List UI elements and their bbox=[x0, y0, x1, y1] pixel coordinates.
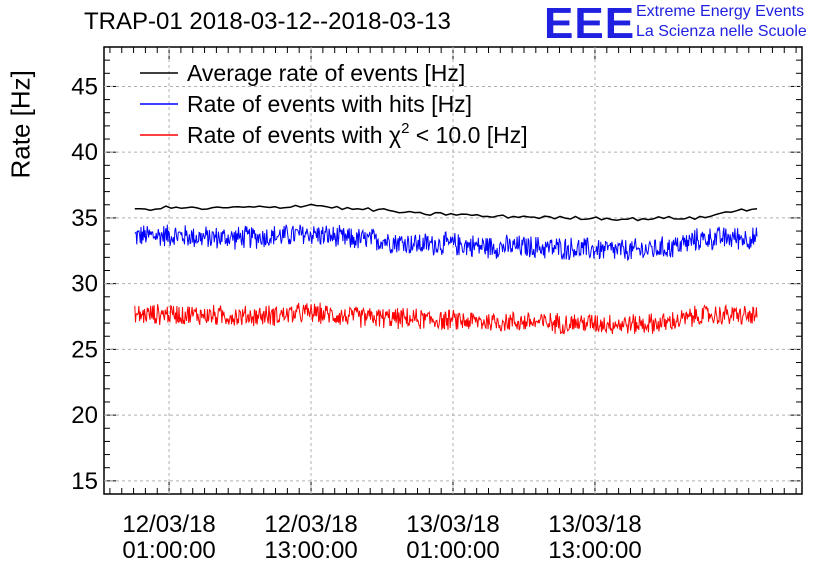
x-tick-label-date: 13/03/18 bbox=[548, 511, 641, 538]
logo-line-2: La Scienza nelle Scuole bbox=[636, 23, 807, 40]
y-tick-label: 45 bbox=[71, 73, 98, 100]
eee-logo: EEE bbox=[544, 0, 636, 48]
series-line-0 bbox=[134, 203, 758, 222]
y-tick-label: 35 bbox=[71, 205, 98, 232]
x-tick-label-time: 13:00:00 bbox=[264, 537, 357, 564]
y-tick-label: 20 bbox=[71, 402, 98, 429]
series-line-2 bbox=[134, 302, 758, 335]
legend-label: Rate of events with χ2 < 10.0 [Hz] bbox=[187, 120, 528, 148]
y-tick-label: 30 bbox=[71, 271, 98, 298]
logo-line-1: Extreme Energy Events bbox=[636, 3, 805, 20]
x-tick-label-time: 01:00:00 bbox=[122, 537, 215, 564]
x-tick-label-date: 12/03/18 bbox=[264, 511, 357, 538]
x-tick-label-time: 13:00:00 bbox=[548, 537, 641, 564]
y-tick-label: 15 bbox=[71, 468, 98, 495]
x-tick-label-time: 01:00:00 bbox=[406, 537, 499, 564]
y-tick-label: 25 bbox=[71, 336, 98, 363]
x-tick-label-date: 12/03/18 bbox=[122, 511, 215, 538]
legend-label: Rate of events with hits [Hz] bbox=[187, 91, 472, 117]
y-axis-label: Rate [Hz] bbox=[5, 70, 36, 179]
chart-title: TRAP-01 2018-03-12--2018-03-13 bbox=[84, 8, 451, 35]
series-line-1 bbox=[134, 224, 758, 262]
y-tick-label: 40 bbox=[71, 139, 98, 166]
eee-logo-text: Extreme Energy Events La Scienza nelle S… bbox=[636, 2, 807, 42]
x-tick-label-date: 13/03/18 bbox=[406, 511, 499, 538]
legend-label: Average rate of events [Hz] bbox=[187, 60, 465, 86]
